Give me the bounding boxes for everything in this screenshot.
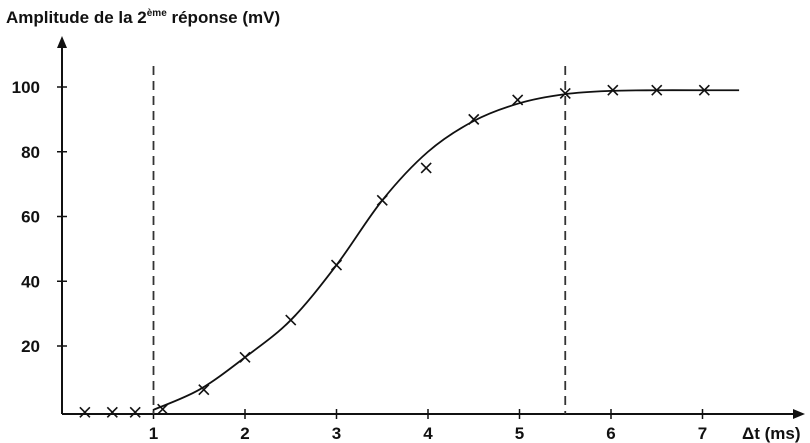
data-point-stroke [420,162,432,174]
data-point [468,113,480,125]
y-tick-label: 40 [21,272,40,291]
data-point-stroke [651,84,663,96]
x-tick-label: 1 [149,424,158,443]
data-point [330,259,343,271]
y-axis-arrow [57,36,67,48]
y-tick-label: 20 [21,337,40,356]
data-point [420,162,432,174]
y-tick-label: 60 [21,208,40,227]
x-tick-label: 4 [423,424,433,443]
data-point-stroke [106,406,118,418]
data-point-stroke [559,87,571,100]
data-point [559,87,571,100]
data-point [512,94,524,106]
data-point [239,351,251,363]
fitted-curve-group [153,89,740,411]
data-point-stroke [239,351,251,363]
data-point-stroke [698,84,710,96]
reference-lines [152,66,567,414]
data-point [79,406,91,418]
data-point [157,403,169,415]
data-point-stroke [79,406,91,418]
data-point-stroke [157,403,169,415]
data-point [285,314,297,326]
data-point [376,194,388,206]
y-axis-title: Amplitude de la 2ème réponse (mV) [6,8,281,27]
y-tick-label: 100 [12,78,40,97]
data-point [129,406,141,418]
x-axis-title: Δt (ms) [742,424,801,443]
data-point-stroke [376,194,388,206]
x-tick-label: 3 [332,424,341,443]
data-points [79,84,710,418]
x-tick-label: 2 [240,424,249,443]
data-point-stroke [468,113,480,125]
x-tick-label: 7 [698,424,707,443]
data-point-stroke [285,314,297,326]
data-point-stroke [129,406,141,418]
axes [57,36,805,419]
data-point-stroke [330,259,343,271]
data-point [198,384,210,396]
x-tick-label: 6 [606,424,615,443]
tick-labels: 1 2 3 4 5 6 7 20 40 60 80 100 [12,78,708,443]
data-point-stroke [198,384,210,396]
data-point [607,84,619,96]
fitted-curve [153,89,740,411]
data-point [106,406,118,418]
data-point-stroke [512,94,524,106]
x-tick-label: 5 [515,424,524,443]
data-point [651,84,663,96]
x-axis-arrow [793,409,805,419]
y-tick-label: 80 [21,143,40,162]
data-point-stroke [607,84,619,96]
data-point [698,84,710,96]
